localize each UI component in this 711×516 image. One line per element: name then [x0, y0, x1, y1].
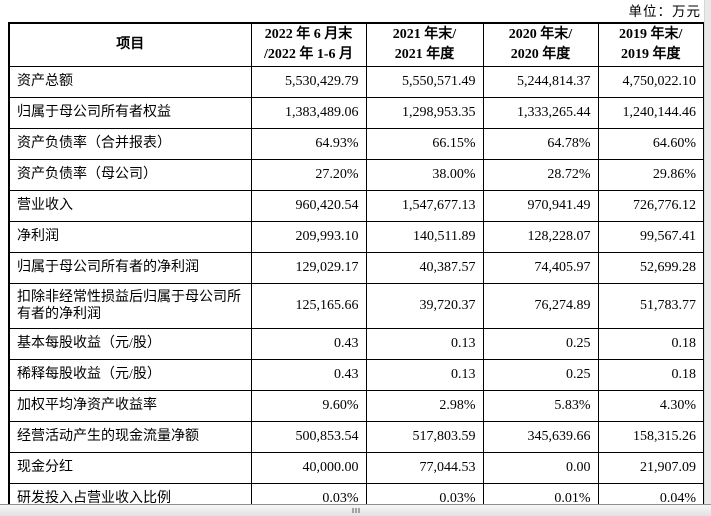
- cell-value: 66.15%: [365, 128, 484, 160]
- column-header-text: 2019 年度: [621, 47, 681, 62]
- cell-value: 5,550,571.49: [365, 66, 484, 98]
- cell-value: 74,405.97: [482, 252, 599, 284]
- cell-value: 28.72%: [482, 159, 599, 191]
- column-header-2022: 2022 年 6 月末/2022 年 1-6 月: [250, 22, 367, 67]
- cell-value: 0.18: [597, 359, 705, 391]
- cell-value: 0.18: [597, 328, 705, 360]
- table-header-row: 项目 2022 年 6 月末/2022 年 1-6 月 2021 年末/2021…: [8, 22, 705, 67]
- row-label: 稀释每股收益（元/股）: [8, 359, 252, 391]
- cell-value: 500,853.54: [250, 421, 367, 453]
- cell-value: 27.20%: [250, 159, 367, 191]
- table-row: 资产总额 5,530,429.79 5,550,571.49 5,244,814…: [8, 66, 705, 98]
- cell-value: 129,029.17: [250, 252, 367, 284]
- cell-value: 0.43: [250, 328, 367, 360]
- column-header-2020: 2020 年末/2020 年度: [482, 22, 599, 67]
- cell-value: 0.25: [482, 359, 599, 391]
- column-header-text: /2022 年 1-6 月: [263, 47, 354, 62]
- cell-value: 1,240,144.46: [597, 97, 705, 129]
- table-row: 资产负债率（合并报表） 64.93% 66.15% 64.78% 64.60%: [8, 128, 705, 160]
- cell-value: 128,228.07: [482, 221, 599, 253]
- column-header-2019: 2019 年末/2019 年度: [597, 22, 705, 67]
- column-header-2021: 2021 年末/2021 年度: [365, 22, 484, 67]
- cell-value: 51,783.77: [597, 283, 705, 329]
- horizontal-scrollbar[interactable]: [0, 504, 711, 516]
- column-header-item: 项目: [8, 22, 252, 67]
- vertical-scrollbar-track[interactable]: [704, 0, 711, 515]
- column-header-text: 2021 年末/: [392, 27, 457, 43]
- cell-value: 140,511.89: [365, 221, 484, 253]
- cell-value: 64.93%: [250, 128, 367, 160]
- cell-value: 517,803.59: [365, 421, 484, 453]
- cell-value: 77,044.53: [365, 452, 484, 484]
- cell-value: 345,639.66: [482, 421, 599, 453]
- row-label: 归属于母公司所有者权益: [8, 97, 252, 129]
- cell-value: 39,720.37: [365, 283, 484, 329]
- cell-value: 1,333,265.44: [482, 97, 599, 129]
- cell-value: 38.00%: [365, 159, 484, 191]
- cell-value: 76,274.89: [482, 283, 599, 329]
- table-row: 营业收入 960,420.54 1,547,677.13 970,941.49 …: [8, 190, 705, 222]
- cell-value: 99,567.41: [597, 221, 705, 253]
- column-header-text: 2021 年度: [394, 47, 455, 62]
- cell-value: 29.86%: [597, 159, 705, 191]
- table-row: 稀释每股收益（元/股） 0.43 0.13 0.25 0.18: [8, 359, 705, 391]
- row-label: 资产负债率（合并报表）: [8, 128, 252, 160]
- row-label: 资产负债率（母公司）: [8, 159, 252, 191]
- table-row: 扣除非经常性损益后归属于母公司所有者的净利润 125,165.66 39,720…: [8, 283, 705, 329]
- column-header-text: 2019 年末/: [619, 27, 683, 43]
- cell-value: 5,530,429.79: [250, 66, 367, 98]
- cell-value: 0.43: [250, 359, 367, 391]
- cell-value: 2.98%: [365, 390, 484, 422]
- cell-value: 960,420.54: [250, 190, 367, 222]
- unit-label: 单位：万元: [628, 4, 701, 19]
- row-label: 经营活动产生的现金流量净额: [8, 421, 252, 453]
- column-header-text: 2020 年度: [510, 47, 571, 62]
- financial-summary-table: 项目 2022 年 6 月末/2022 年 1-6 月 2021 年末/2021…: [8, 22, 705, 516]
- table-row: 资产负债率（母公司） 27.20% 38.00% 28.72% 29.86%: [8, 159, 705, 191]
- cell-value: 64.60%: [597, 128, 705, 160]
- row-label: 现金分红: [8, 452, 252, 484]
- cell-value: 0.13: [365, 328, 484, 360]
- table-row: 现金分红 40,000.00 77,044.53 0.00 21,907.09: [8, 452, 705, 484]
- cell-value: 158,315.26: [597, 421, 705, 453]
- column-header-text: 2022 年 6 月末: [264, 27, 353, 43]
- cell-value: 9.60%: [250, 390, 367, 422]
- cell-value: 1,383,489.06: [250, 97, 367, 129]
- cell-value: 125,165.66: [250, 283, 367, 329]
- cell-value: 1,547,677.13: [365, 190, 484, 222]
- row-label: 净利润: [8, 221, 252, 253]
- cell-value: 970,941.49: [482, 190, 599, 222]
- table-row: 归属于母公司所有者的净利润 129,029.17 40,387.57 74,40…: [8, 252, 705, 284]
- cell-value: 52,699.28: [597, 252, 705, 284]
- column-header-text: 项目: [116, 37, 145, 53]
- cell-value: 40,000.00: [250, 452, 367, 484]
- cell-value: 40,387.57: [365, 252, 484, 284]
- row-label: 归属于母公司所有者的净利润: [8, 252, 252, 284]
- table-row: 基本每股收益（元/股） 0.43 0.13 0.25 0.18: [8, 328, 705, 360]
- cell-value: 1,298,953.35: [365, 97, 484, 129]
- cell-value: 209,993.10: [250, 221, 367, 253]
- cell-value: 0.25: [482, 328, 599, 360]
- cell-value: 4.30%: [597, 390, 705, 422]
- cell-value: 726,776.12: [597, 190, 705, 222]
- cell-value: 5,244,814.37: [482, 66, 599, 98]
- row-label: 加权平均净资产收益率: [8, 390, 252, 422]
- table-row: 净利润 209,993.10 140,511.89 128,228.07 99,…: [8, 221, 705, 253]
- row-label: 资产总额: [8, 66, 252, 98]
- cell-value: 5.83%: [482, 390, 599, 422]
- table-row: 经营活动产生的现金流量净额 500,853.54 517,803.59 345,…: [8, 421, 705, 453]
- table-row: 加权平均净资产收益率 9.60% 2.98% 5.83% 4.30%: [8, 390, 705, 422]
- cell-value: 0.13: [365, 359, 484, 391]
- column-header-text: 2020 年末/: [508, 27, 573, 43]
- row-label: 基本每股收益（元/股）: [8, 328, 252, 360]
- cell-value: 0.00: [482, 452, 599, 484]
- cell-value: 21,907.09: [597, 452, 705, 484]
- cell-value: 64.78%: [482, 128, 599, 160]
- row-label: 扣除非经常性损益后归属于母公司所有者的净利润: [8, 283, 252, 329]
- scrollbar-grip-icon[interactable]: [352, 508, 359, 513]
- cell-value: 4,750,022.10: [597, 66, 705, 98]
- table-row: 归属于母公司所有者权益 1,383,489.06 1,298,953.35 1,…: [8, 97, 705, 129]
- row-label: 营业收入: [8, 190, 252, 222]
